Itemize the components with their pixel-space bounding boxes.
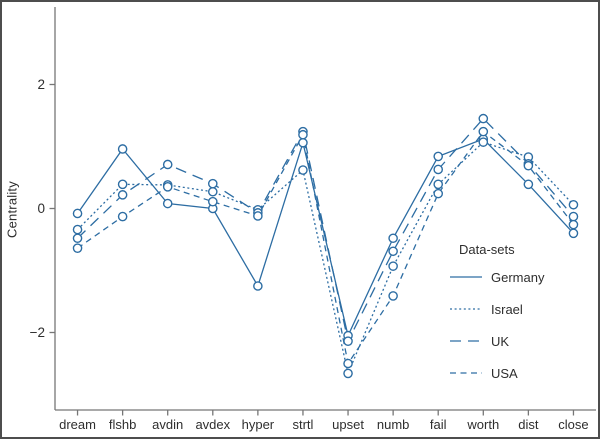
marker-germany-fail <box>433 151 444 162</box>
legend-label-germany: Germany <box>491 269 545 285</box>
x-tick-label: fail <box>430 417 447 432</box>
marker-germany-dist <box>523 179 534 190</box>
legend-item-usa: USA <box>449 357 544 389</box>
marker-israel-fail <box>433 179 444 190</box>
marker-uk-flshb <box>117 190 128 200</box>
marker-israel-dream <box>72 224 83 235</box>
marker-usa-worth <box>478 126 489 137</box>
marker-israel-upset <box>343 368 353 379</box>
x-tick-label: dream <box>59 417 96 432</box>
marker-uk-worth <box>478 113 489 124</box>
legend-swatch-solid <box>450 276 482 278</box>
y-tick-label: −2 <box>30 325 45 340</box>
x-tick-label: flshb <box>109 417 136 432</box>
marker-israel-flshb <box>117 179 128 190</box>
marker-germany-avdin <box>162 198 173 209</box>
x-tick-label: dist <box>518 417 539 432</box>
y-tick-label: 2 <box>37 77 45 92</box>
x-tick-label: hyper <box>242 417 275 432</box>
y-tick-label: 0 <box>37 201 45 216</box>
marker-usa-strtl <box>298 129 308 140</box>
x-tick-label: close <box>558 417 588 432</box>
marker-usa-avdin <box>162 181 173 192</box>
x-tick-label: numb <box>377 417 410 432</box>
legend-item-israel: Israel <box>449 293 544 325</box>
legend-label-uk: UK <box>491 333 510 349</box>
marker-uk-dream <box>72 233 83 244</box>
legend-swatch-dash <box>450 372 482 374</box>
legend-title: Data-sets <box>459 242 515 257</box>
x-tick-label: upset <box>332 417 364 432</box>
marker-usa-close <box>568 219 579 230</box>
series-line-israel <box>77 141 574 376</box>
marker-uk-avdex <box>207 178 218 189</box>
marker-usa-numb <box>388 291 398 301</box>
series-line-uk <box>77 117 574 344</box>
legend-label-usa: USA <box>491 365 518 381</box>
x-tick-label: worth <box>466 417 499 432</box>
marker-usa-avdex <box>207 196 218 207</box>
marker-germany-hyper <box>253 281 263 291</box>
marker-germany-dream <box>72 208 83 219</box>
series-line-usa <box>77 130 574 366</box>
marker-uk-numb <box>388 246 398 257</box>
marker-usa-dream <box>72 243 83 253</box>
marker-israel-close <box>568 199 579 210</box>
marker-germany-flshb <box>117 144 128 154</box>
x-tick-label: avdex <box>195 417 230 432</box>
marker-usa-dist <box>523 160 534 171</box>
legend: Data-sets Germany Israel UK USA <box>449 242 544 389</box>
legend-item-uk: UK <box>449 325 544 357</box>
marker-uk-close <box>568 211 579 222</box>
x-tick-label: strtl <box>292 417 313 432</box>
marker-israel-avdex <box>207 186 218 197</box>
marker-usa-hyper <box>253 211 263 221</box>
marker-germany-close <box>568 228 579 239</box>
marker-usa-fail <box>433 188 444 199</box>
legend-items: Germany Israel UK USA <box>449 261 544 389</box>
marker-uk-fail <box>433 164 444 175</box>
marker-israel-worth <box>478 137 489 147</box>
marker-uk-upset <box>343 336 353 346</box>
marker-israel-numb <box>388 261 398 271</box>
legend-swatch-long-dash <box>450 340 482 342</box>
marker-israel-strtl <box>298 165 308 175</box>
marker-usa-upset <box>343 358 353 369</box>
x-tick-label: avdin <box>152 417 183 432</box>
marker-uk-avdin <box>162 159 173 170</box>
legend-swatch-dotted <box>450 308 482 310</box>
legend-item-germany: Germany <box>449 261 544 293</box>
marker-germany-strtl <box>298 137 308 148</box>
marker-germany-numb <box>388 233 398 244</box>
marker-usa-flshb <box>117 211 128 222</box>
y-axis-title: Centrality <box>4 181 20 238</box>
legend-label-israel: Israel <box>491 301 523 317</box>
